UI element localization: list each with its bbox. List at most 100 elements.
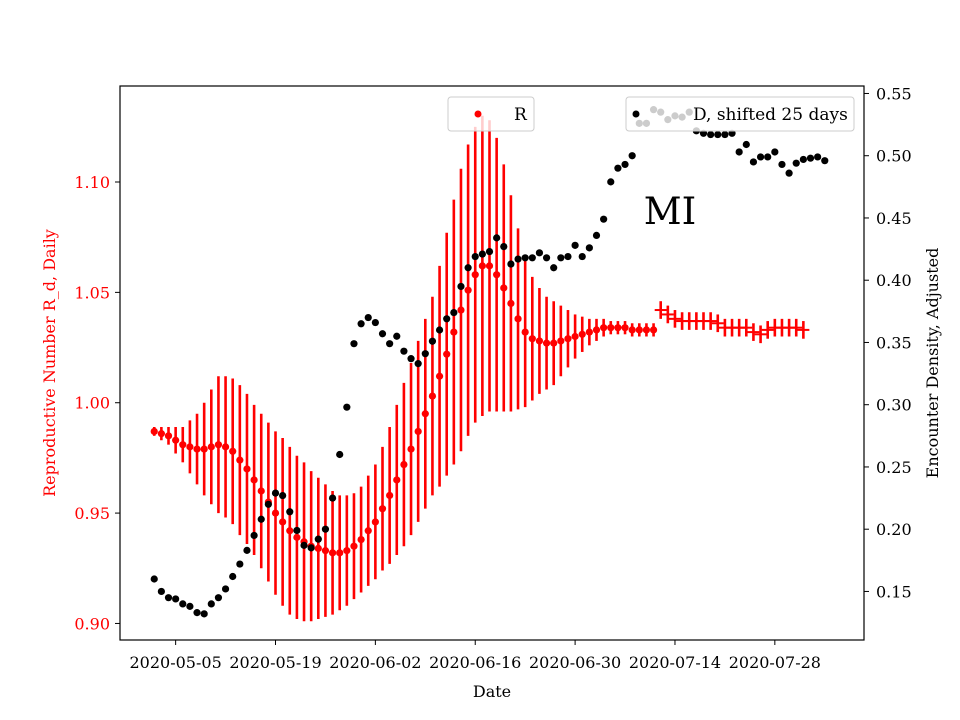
- r-point: [286, 527, 294, 535]
- d-point: [450, 308, 458, 317]
- x-tick-label: 2020-07-14: [629, 653, 721, 672]
- d-point: [571, 241, 579, 249]
- d-point: [164, 594, 173, 602]
- d-point: [557, 254, 565, 262]
- d-point: [493, 234, 501, 242]
- d-point: [393, 332, 401, 340]
- d-point: [500, 242, 508, 251]
- r-point: [592, 326, 601, 334]
- r-point: [257, 487, 265, 495]
- d-point: [806, 154, 815, 162]
- d-point: [721, 130, 729, 139]
- d-point: [321, 525, 330, 533]
- d-point: [150, 575, 158, 583]
- d-point: [471, 252, 479, 261]
- r-series: [150, 262, 810, 557]
- x-axis: 2020-05-05 2020-05-19 2020-06-02 2020-06-16…: [130, 640, 821, 672]
- right-tick-label: 0.35: [876, 333, 912, 352]
- r-point: [514, 315, 522, 323]
- r-point: [236, 456, 244, 464]
- r-point: [600, 324, 608, 332]
- r-point: [528, 335, 536, 343]
- r-point: [500, 284, 508, 292]
- r-point: [400, 460, 408, 469]
- r-point: [414, 427, 422, 436]
- d-point: [414, 360, 422, 368]
- d-point: [585, 244, 593, 252]
- d-point: [243, 546, 251, 554]
- r-point: [314, 544, 322, 553]
- d-point: [314, 535, 322, 543]
- d-point: [207, 600, 215, 608]
- legend-r-box: [447, 96, 535, 132]
- legend-d: D, shifted 25 days: [625, 96, 855, 132]
- right-tick-label: 0.50: [876, 147, 912, 166]
- d-point: [578, 252, 586, 261]
- d-point: [443, 315, 451, 323]
- r-point: [521, 328, 529, 336]
- d-point: [478, 250, 486, 258]
- r-point: [435, 372, 444, 380]
- right-tick-label: 0.25: [876, 458, 912, 477]
- r-point: [542, 339, 551, 347]
- d-point: [186, 602, 194, 610]
- r-point: [186, 443, 194, 451]
- d-point: [250, 531, 258, 540]
- r-point: [493, 271, 501, 279]
- d-point: [357, 320, 365, 328]
- d-point: [600, 215, 608, 223]
- r-point: [371, 518, 379, 526]
- r-point: [550, 339, 558, 347]
- d-point: [707, 130, 715, 139]
- r-point: [535, 337, 544, 345]
- legend-r-label: R: [514, 105, 528, 125]
- d-point: [279, 491, 287, 500]
- r-point: [635, 326, 643, 334]
- d-point: [364, 313, 372, 322]
- d-point: [257, 515, 265, 523]
- r-point: [564, 335, 572, 343]
- r-point: [407, 445, 415, 453]
- d-point: [735, 148, 743, 156]
- r-point: [628, 326, 636, 334]
- d-point: [307, 544, 315, 552]
- d-point: [699, 129, 708, 137]
- state-annotation: MI: [644, 190, 697, 233]
- r-point: [614, 324, 622, 332]
- d-point: [535, 249, 544, 257]
- left-y-axis: 0.90 0.95 1.00 1.05 1.10: [74, 173, 120, 633]
- plot-frame: [119, 85, 865, 641]
- r-point: [172, 436, 180, 444]
- legend-r-marker: [474, 110, 482, 118]
- d-series: [150, 106, 829, 618]
- d-point: [214, 594, 223, 602]
- r-point: [350, 542, 358, 550]
- d-point: [407, 355, 415, 363]
- r-point: [450, 328, 458, 336]
- r-point: [428, 392, 437, 400]
- d-point: [200, 610, 208, 618]
- d-point: [742, 140, 750, 149]
- d-point: [614, 164, 622, 172]
- r-error-bars: [152, 115, 805, 622]
- d-point: [300, 541, 308, 549]
- r-point: [243, 465, 251, 473]
- r-point: [393, 476, 401, 484]
- d-point: [179, 600, 187, 608]
- r-point: [343, 547, 351, 555]
- x-axis-label: Date: [473, 682, 511, 701]
- r-point: [578, 330, 586, 338]
- d-point: [799, 155, 807, 164]
- d-point: [343, 403, 351, 411]
- d-point: [428, 337, 437, 345]
- right-tick-label: 0.15: [876, 582, 912, 601]
- r-point: [293, 533, 301, 541]
- r-point: [386, 491, 394, 500]
- legend-d-label: D, shifted 25 days: [693, 105, 848, 125]
- d-point: [193, 609, 201, 617]
- d-point: [785, 169, 793, 177]
- d-point: [328, 494, 337, 502]
- d-point: [521, 254, 529, 262]
- d-point: [814, 153, 822, 161]
- right-axis-label: Encounter Density, Adjusted: [923, 248, 942, 479]
